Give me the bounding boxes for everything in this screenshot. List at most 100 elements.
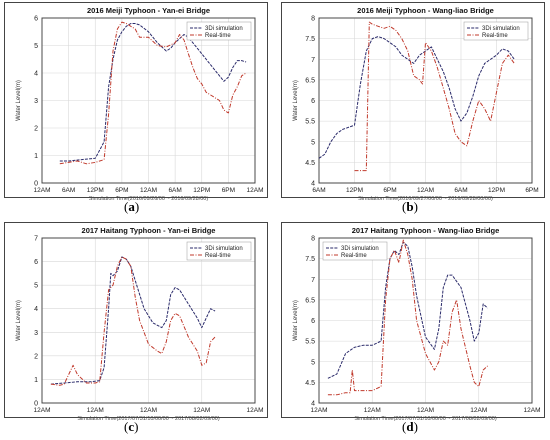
legend-entry: Real-time <box>341 253 367 259</box>
x-axis-label: Simulation Time(2016/09/27/00/00 ~ 2016/… <box>358 196 493 202</box>
y-tick-label: 6 <box>34 16 38 23</box>
legend-entry: 3Di simulation <box>205 246 243 252</box>
chart-b: 4 4.5 5 5.5 6 6.5 7 7.5 8 6AM 12PM 6PM 12AM 6AM 12PM 6P… <box>293 6 539 202</box>
y-tick-label: 1 <box>34 377 38 384</box>
x-tick-label: 12PM <box>488 187 505 194</box>
y-tick-label: 4.5 <box>305 380 315 387</box>
legend-entry: 3Di simulation <box>205 26 243 32</box>
x-tick-label: 12AM <box>524 407 541 414</box>
series-line-real-time <box>354 21 515 172</box>
x-tick-label: 6AM <box>62 187 75 194</box>
y-tick-label: 6.5 <box>305 297 315 304</box>
x-tick-label: 12PM <box>193 187 210 194</box>
y-tick-label: 0 <box>34 181 38 188</box>
chart-panel-b: 4 4.5 5 5.5 6 6.5 7 7.5 8 6AM 12PM 6PM 12AM 6AM 12PM 6P… <box>275 0 550 218</box>
y-tick-label: 3 <box>34 330 38 337</box>
y-tick-label: 6 <box>311 318 315 325</box>
x-tick-label: 6PM <box>525 187 538 194</box>
y-tick-label: 4 <box>311 181 315 188</box>
y-tick-label: 6 <box>34 259 38 266</box>
plot-border <box>41 17 256 184</box>
x-tick-label: 12AM <box>34 407 51 414</box>
legend-entry: 3Di simulation <box>341 246 379 252</box>
x-tick-label: 12AM <box>417 187 434 194</box>
chart-panel-a: 0 1 2 3 4 5 6 12AM 6AM 12PM 6PM 12AM 6AM 12PM 6PM 12AM 2… <box>0 0 275 218</box>
legend-box <box>186 21 252 41</box>
series-line-real-time <box>59 21 247 165</box>
x-tick-label: 6PM <box>115 187 128 194</box>
y-tick-label: 4 <box>311 401 315 408</box>
y-tick-label: 6.5 <box>305 77 315 84</box>
y-tick-label: 4 <box>34 306 38 313</box>
series-line-simulation <box>327 241 488 379</box>
y-tick-label: 5 <box>311 139 315 146</box>
plot-border <box>41 237 256 404</box>
caption-a: (a) <box>124 199 140 214</box>
y-tick-label: 5.5 <box>305 339 315 346</box>
y-tick-label: 6 <box>311 98 315 105</box>
x-tick-label: 6AM <box>454 187 467 194</box>
y-tick-label: 3 <box>34 98 38 105</box>
x-tick-label: 12AM <box>311 407 328 414</box>
x-axis-label: Simulation Time(2016/09/26/00 ~ 2016/09/… <box>89 196 209 202</box>
x-tick-label: 12AM <box>247 187 264 194</box>
x-axis-label: Simulation Time(2017/07/31/10/00/00 ~ 20… <box>354 416 497 422</box>
y-tick-label: 2 <box>34 126 38 133</box>
y-axis-label: Water Level(m) <box>16 80 22 121</box>
y-tick-label: 4.5 <box>305 160 315 167</box>
y-axis-label: Water Level(m) <box>16 300 22 341</box>
x-tick-label: 12AM <box>364 407 381 414</box>
x-tick-label: 12AM <box>34 187 51 194</box>
y-tick-label: 5 <box>311 359 315 366</box>
y-tick-label: 7 <box>34 236 38 243</box>
x-tick-label: 6AM <box>168 187 181 194</box>
y-tick-label: 4 <box>34 71 38 78</box>
y-tick-label: 0 <box>34 401 38 408</box>
legend-box <box>322 241 388 261</box>
chart-title: 2016 Meiji Typhoon - Yan-ei Bridge <box>87 6 210 15</box>
chart-a: 0 1 2 3 4 5 6 12AM 6AM 12PM 6PM 12AM 6AM 12PM 6PM 12AM 2… <box>16 6 264 202</box>
series-line-real-time <box>327 239 488 396</box>
chart-c: 0 1 2 3 4 5 6 7 12AM 12AM 12AM 12AM 12AM 2017 Haitang… <box>16 226 264 422</box>
plot-border <box>318 237 533 404</box>
chart-d: 4 4.5 5 5.5 6 6.5 7 7.5 8 12AM 12AM 12AM 12AM 12AM 201… <box>293 226 541 422</box>
caption-b: (b) <box>402 199 418 214</box>
y-tick-label: 5 <box>34 283 38 290</box>
legend-entry: 3Di simulation <box>482 26 520 32</box>
y-axis-label: Water Level(m) <box>293 80 299 121</box>
x-tick-label: 6AM <box>312 187 325 194</box>
x-tick-label: 12AM <box>247 407 264 414</box>
x-axis-label: Simulation Time(2017/07/31/10/00/00 ~ 20… <box>77 416 220 422</box>
legend-box <box>186 241 252 261</box>
x-tick-label: 6PM <box>383 187 396 194</box>
x-tick-label: 12PM <box>346 187 363 194</box>
caption-d: (d) <box>402 419 418 434</box>
chart-title: 2017 Haitang Typhoon - Yan-ei Bridge <box>82 226 216 235</box>
series-line-real-time <box>50 256 216 386</box>
x-tick-label: 12AM <box>140 187 157 194</box>
y-tick-label: 8 <box>311 16 315 23</box>
x-tick-label: 12AM <box>417 407 434 414</box>
x-tick-label: 12PM <box>87 187 104 194</box>
plot-border <box>318 17 533 184</box>
chart-title: 2017 Haitang Typhoon - Wang-liao Bridge <box>352 226 500 235</box>
y-tick-label: 7 <box>311 57 315 64</box>
series-line-simulation <box>59 23 247 162</box>
x-tick-label: 12AM <box>470 407 487 414</box>
series-line-simulation <box>50 256 216 385</box>
y-tick-label: 1 <box>34 153 38 160</box>
chart-title: 2016 Meiji Typhoon - Wang-liao Bridge <box>357 6 494 15</box>
x-tick-label: 12AM <box>87 407 104 414</box>
x-tick-label: 6PM <box>222 187 235 194</box>
legend-entry: Real-time <box>482 33 508 39</box>
legend-entry: Real-time <box>205 253 231 259</box>
x-tick-label: 12AM <box>193 407 210 414</box>
y-tick-label: 5.5 <box>305 119 315 126</box>
y-tick-label: 8 <box>311 236 315 243</box>
y-tick-label: 7 <box>311 277 315 284</box>
y-tick-label: 5 <box>34 43 38 50</box>
